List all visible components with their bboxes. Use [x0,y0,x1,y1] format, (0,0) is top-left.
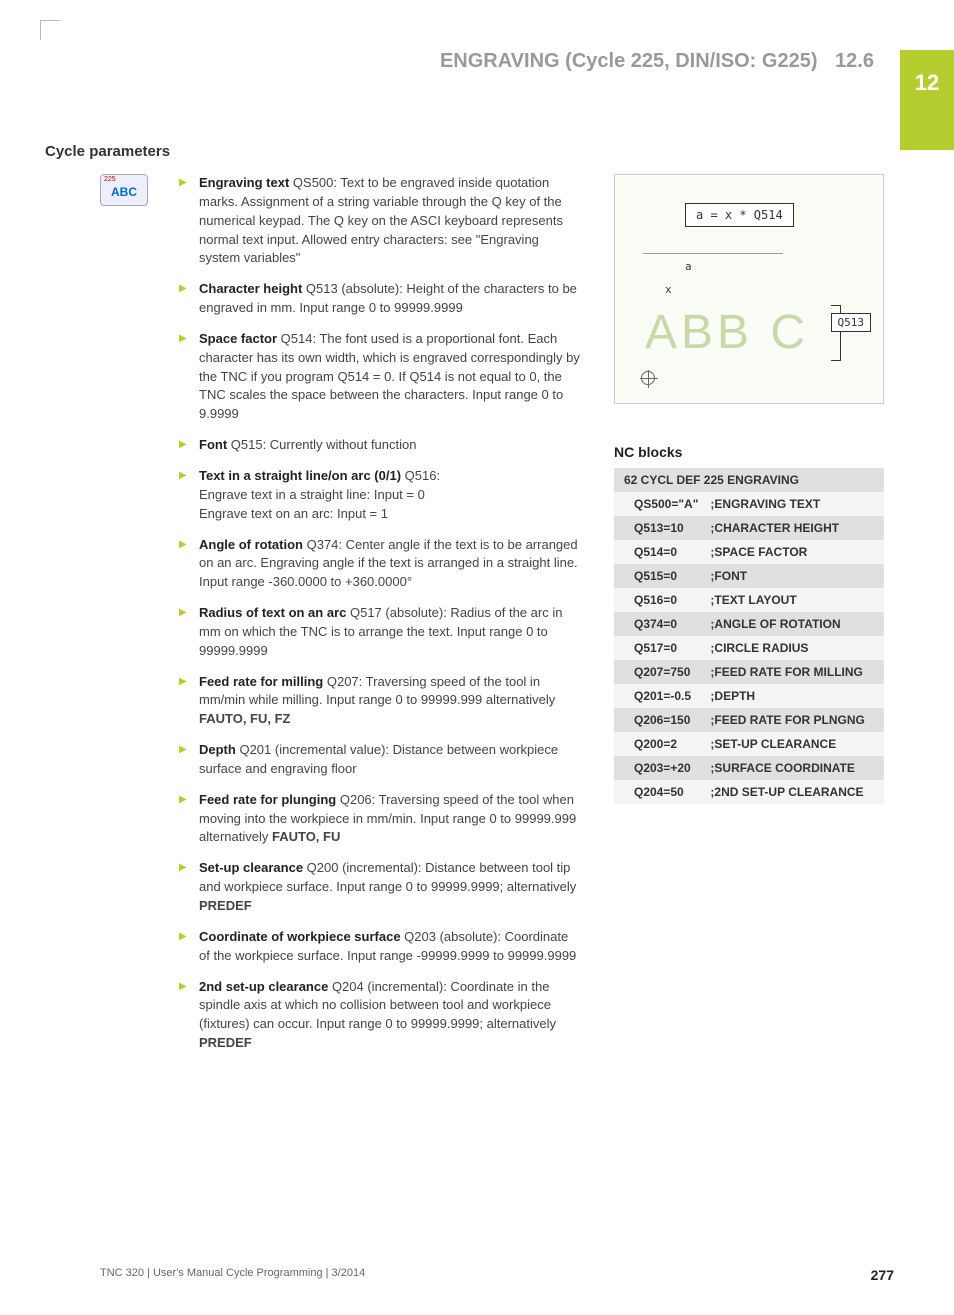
parameter-item: Depth Q201 (incremental value): Distance… [179,741,580,779]
parameter-item: Engraving text QS500: Text to be engrave… [179,174,580,268]
page-number: 277 [871,1267,894,1283]
page: 12 ENGRAVING (Cycle 225, DIN/ISO: G225) … [0,0,954,1315]
nc-param-cell: Q374=0 [614,612,704,636]
nc-label-cell: ;2ND SET-UP CLEARANCE [704,780,884,804]
table-row: Q204=50;2ND SET-UP CLEARANCE [614,780,884,804]
right-column: a = x * Q514 a x ABB C Q513 NC blocks 62… [614,174,894,1065]
softkey-label: ABC [101,185,147,199]
table-row: Q206=150;FEED RATE FOR PLNGNG [614,708,884,732]
parameter-item: Character height Q513 (absolute): Height… [179,280,580,318]
diagram-letters: ABB C [645,305,809,360]
nc-label-cell: ;SURFACE COORDINATE [704,756,884,780]
nc-param-cell: Q206=150 [614,708,704,732]
page-header: ENGRAVING (Cycle 225, DIN/ISO: G225) 12.… [100,50,894,73]
parameter-item: Feed rate for plunging Q206: Traversing … [179,791,580,848]
nc-blocks-table: 62 CYCL DEF 225 ENGRAVINGQS500="A";ENGRA… [614,468,884,804]
nc-label-cell: ;TEXT LAYOUT [704,588,884,612]
table-row: Q374=0;ANGLE OF ROTATION [614,612,884,636]
diagram-origin-icon [641,371,655,385]
footer: TNC 320 | User's Manual Cycle Programmin… [100,1267,894,1283]
parameter-item: Space factor Q514: The font used is a pr… [179,330,580,424]
nc-blocks-title: NC blocks [614,444,894,460]
nc-param-cell: Q517=0 [614,636,704,660]
parameter-item: Font Q515: Currently without function [179,436,580,455]
section-title: Cycle parameters [45,143,894,160]
table-row: Q203=+20;SURFACE COORDINATE [614,756,884,780]
content: 225 ABC Engraving text QS500: Text to be… [100,174,894,1065]
nc-param-cell: Q513=10 [614,516,704,540]
parameter-item: 2nd set-up clearance Q204 (incremental):… [179,978,580,1053]
table-row: Q513=10;CHARACTER HEIGHT [614,516,884,540]
diagram-q-label: Q513 [831,313,872,332]
header-section: 12.6 [835,50,874,72]
parameter-item: Coordinate of workpiece surface Q203 (ab… [179,928,580,966]
parameter-item: Feed rate for milling Q207: Traversing s… [179,673,580,730]
nc-label-cell: ;CIRCLE RADIUS [704,636,884,660]
parameter-list: Engraving text QS500: Text to be engrave… [179,174,580,1053]
nc-param-cell: Q201=-0.5 [614,684,704,708]
table-row: Q200=2;SET-UP CLEARANCE [614,732,884,756]
parameters-column: Engraving text QS500: Text to be engrave… [179,174,590,1065]
nc-param-cell: Q515=0 [614,564,704,588]
nc-param-cell: Q200=2 [614,732,704,756]
table-row: Q516=0;TEXT LAYOUT [614,588,884,612]
table-row: Q514=0;SPACE FACTOR [614,540,884,564]
softkey-icon: 225 ABC [100,174,148,206]
diagram-label-a: a [685,260,692,273]
table-row: QS500="A";ENGRAVING TEXT [614,492,884,516]
diagram-formula: a = x * Q514 [685,203,794,227]
parameter-item: Set-up clearance Q200 (incremental): Dis… [179,859,580,916]
table-row: Q201=-0.5;DEPTH [614,684,884,708]
parameter-item: Text in a straight line/on arc (0/1) Q51… [179,467,580,524]
header-title: ENGRAVING (Cycle 225, DIN/ISO: G225) [440,50,818,72]
footer-text: TNC 320 | User's Manual Cycle Programmin… [100,1267,365,1283]
table-row: Q517=0;CIRCLE RADIUS [614,636,884,660]
table-row: 62 CYCL DEF 225 ENGRAVING [614,468,884,492]
diagram-dimension-line [643,253,783,303]
nc-param-cell: QS500="A" [614,492,704,516]
left-column: 225 ABC [100,174,155,1065]
nc-label-cell: ;FONT [704,564,884,588]
nc-label-cell: ;FEED RATE FOR PLNGNG [704,708,884,732]
nc-label-cell: ;CHARACTER HEIGHT [704,516,884,540]
diagram-label-x: x [665,283,672,296]
nc-label-cell: ;ANGLE OF ROTATION [704,612,884,636]
nc-label-cell: ;DEPTH [704,684,884,708]
nc-param-cell: Q514=0 [614,540,704,564]
parameter-item: Radius of text on an arc Q517 (absolute)… [179,604,580,661]
chapter-tab: 12 [900,50,954,150]
softkey-number: 225 [104,176,116,183]
nc-param-cell: Q204=50 [614,780,704,804]
table-row: Q515=0;FONT [614,564,884,588]
nc-label-cell: ;ENGRAVING TEXT [704,492,884,516]
nc-param-cell: Q516=0 [614,588,704,612]
nc-label-cell: ;SPACE FACTOR [704,540,884,564]
parameter-item: Angle of rotation Q374: Center angle if … [179,536,580,593]
nc-label-cell: ;SET-UP CLEARANCE [704,732,884,756]
table-row: Q207=750;FEED RATE FOR MILLING [614,660,884,684]
nc-label-cell: ;FEED RATE FOR MILLING [704,660,884,684]
nc-head-cell: 62 CYCL DEF 225 ENGRAVING [614,468,884,492]
diagram: a = x * Q514 a x ABB C Q513 [614,174,884,404]
nc-param-cell: Q207=750 [614,660,704,684]
nc-param-cell: Q203=+20 [614,756,704,780]
